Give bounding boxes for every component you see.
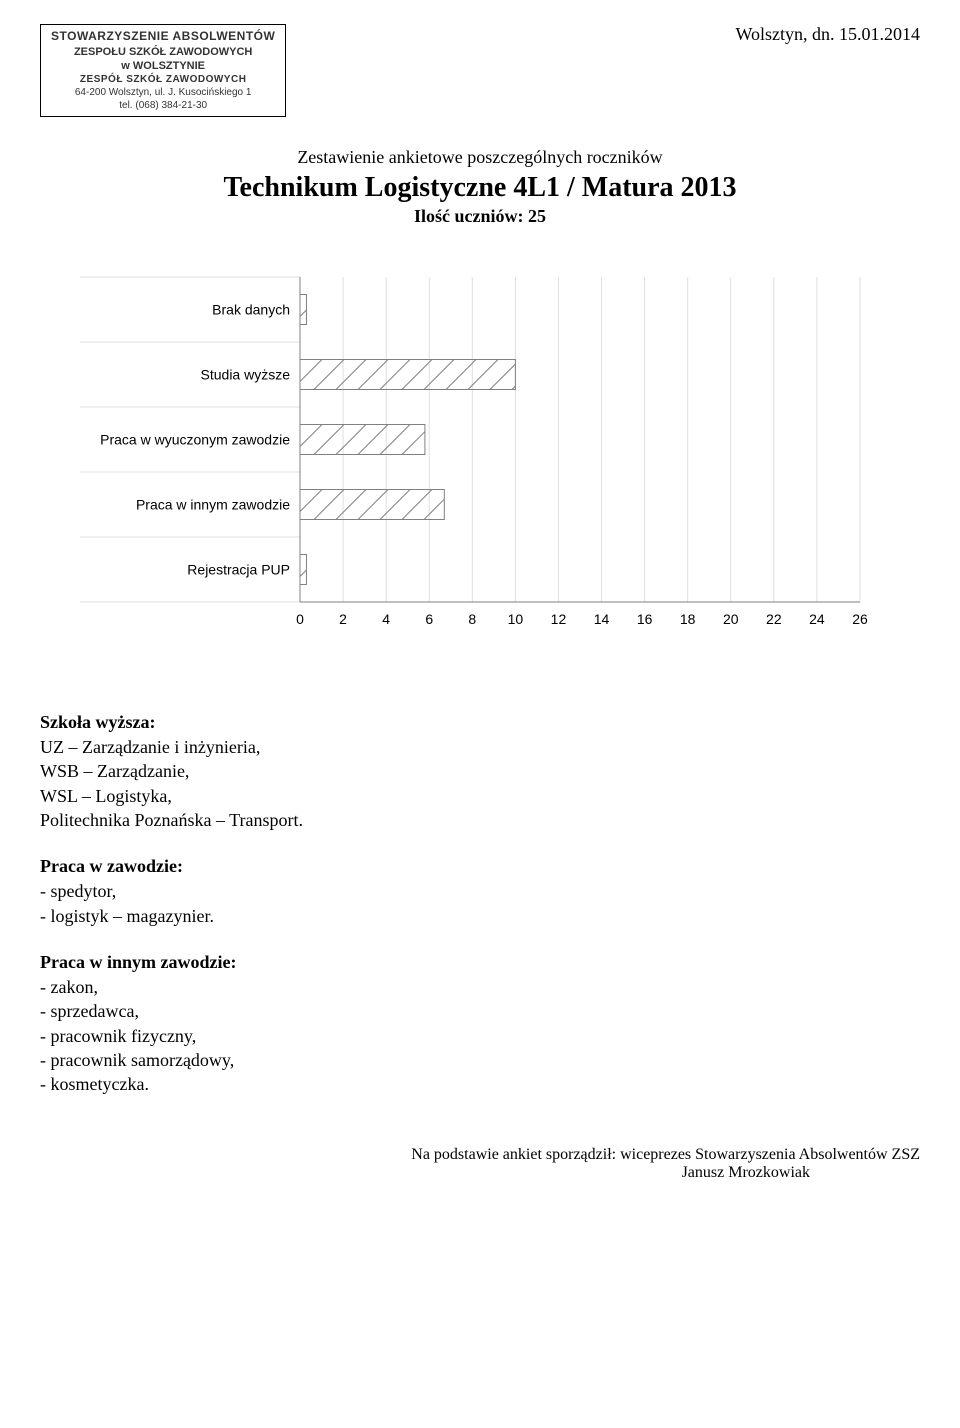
chart-tick-label: 24 (809, 611, 825, 627)
section-heading-other: Praca w innym zawodzie: (40, 952, 920, 973)
chart-tick-label: 0 (296, 611, 304, 627)
chart-tick-label: 4 (382, 611, 390, 627)
chart-category-label: Praca w innym zawodzie (136, 497, 290, 513)
footer-line2: Janusz Mrozkowiak (40, 1164, 810, 1182)
chart-tick-label: 18 (680, 611, 696, 627)
chart-bar (300, 555, 306, 585)
chart-tick-label: 16 (637, 611, 653, 627)
section-heading-school: Szkoła wyższa: (40, 712, 920, 733)
chart-category-label: Rejestracja PUP (187, 562, 290, 578)
chart-bar (300, 295, 306, 325)
chart-category-label: Praca w wyuczonym zawodzie (100, 432, 290, 448)
section-body-trade: - spedytor,- logistyk – magazynier. (40, 879, 920, 928)
stamp-line: 64-200 Wolsztyn, ul. J. Kusocińskiego 1 (51, 86, 275, 99)
section-body-other: - zakon,- sprzedawca,- pracownik fizyczn… (40, 975, 920, 1096)
chart-tick-label: 22 (766, 611, 782, 627)
student-count: Ilość uczniów: 25 (40, 206, 920, 227)
chart-tick-label: 26 (852, 611, 868, 627)
section-heading-trade: Praca w zawodzie: (40, 856, 920, 877)
chart-category-label: Studia wyższe (201, 367, 291, 383)
org-stamp: STOWARZYSZENIE ABSOLWENTÓW ZESPOŁU SZKÓŁ… (40, 24, 286, 117)
page-title: Technikum Logistyczne 4L1 / Matura 2013 (40, 172, 920, 204)
chart-tick-label: 14 (594, 611, 610, 627)
section-body-school: UZ – Zarządzanie i inżynieria,WSB – Zarz… (40, 735, 920, 832)
chart-tick-label: 12 (551, 611, 567, 627)
stamp-line: ZESPOŁU SZKÓŁ ZAWODOWYCH (51, 45, 275, 59)
chart-tick-label: 20 (723, 611, 739, 627)
stamp-line: tel. (068) 384-21-30 (51, 99, 275, 112)
stamp-line: ZESPÓŁ SZKÓŁ ZAWODOWYCH (51, 73, 275, 86)
chart-category-label: Brak danych (212, 302, 290, 318)
chart-tick-label: 10 (508, 611, 524, 627)
subheading: Zestawienie ankietowe poszczególnych roc… (40, 147, 920, 168)
chart-bar (300, 490, 444, 520)
chart-tick-label: 6 (425, 611, 433, 627)
bar-chart: Brak danych Studia wyższe Praca w wyuczony… (80, 267, 880, 642)
chart-tick-label: 2 (339, 611, 347, 627)
chart-tick-label: 8 (468, 611, 476, 627)
footer-line1: Na podstawie ankiet sporządził: wiceprez… (40, 1146, 920, 1164)
document-date: Wolsztyn, dn. 15.01.2014 (735, 24, 920, 45)
stamp-line: STOWARZYSZENIE ABSOLWENTÓW (51, 29, 275, 45)
stamp-line: w WOLSZTYNIE (51, 59, 275, 73)
